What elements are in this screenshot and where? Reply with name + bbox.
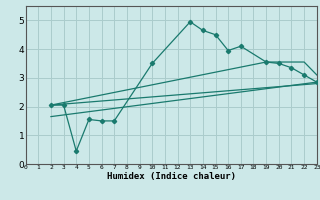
- X-axis label: Humidex (Indice chaleur): Humidex (Indice chaleur): [107, 172, 236, 181]
